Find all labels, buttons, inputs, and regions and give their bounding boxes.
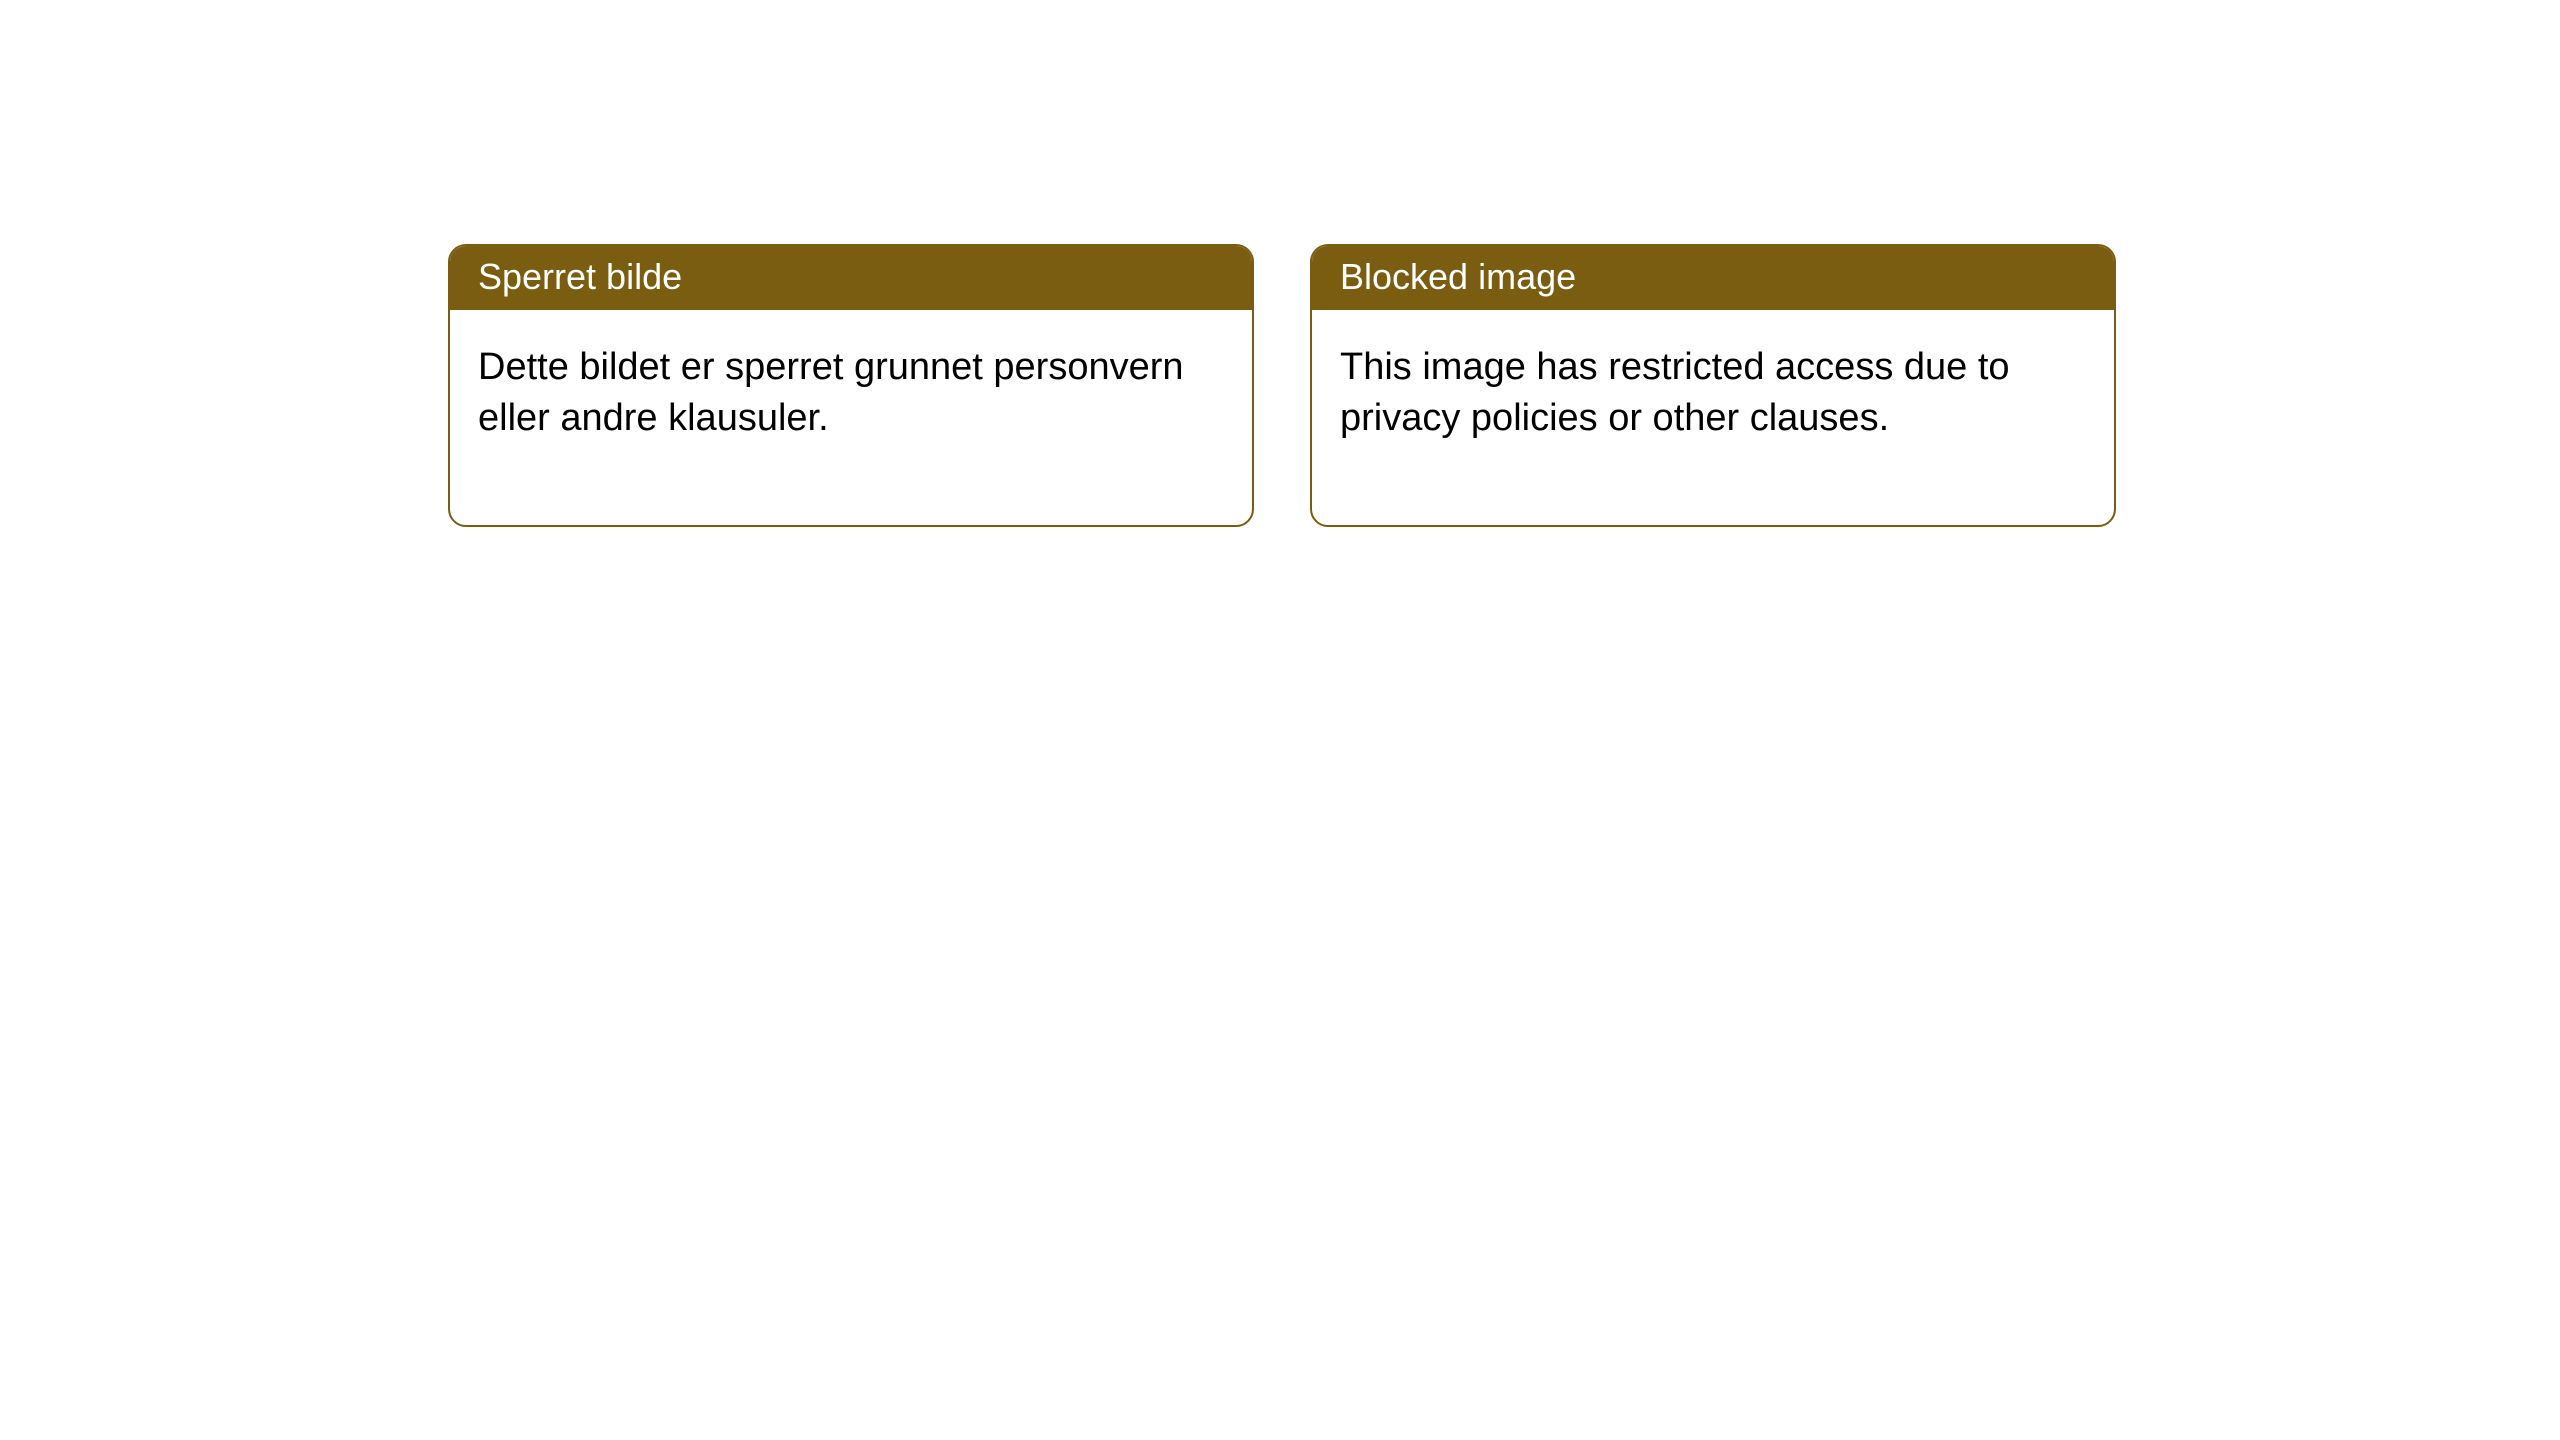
notice-header-english: Blocked image [1312,246,2114,310]
notice-body-english: This image has restricted access due to … [1312,310,2114,525]
notice-card-norwegian: Sperret bilde Dette bildet er sperret gr… [448,244,1254,527]
notice-body-norwegian: Dette bildet er sperret grunnet personve… [450,310,1252,525]
notice-card-english: Blocked image This image has restricted … [1310,244,2116,527]
notice-container: Sperret bilde Dette bildet er sperret gr… [448,244,2116,527]
notice-header-norwegian: Sperret bilde [450,246,1252,310]
